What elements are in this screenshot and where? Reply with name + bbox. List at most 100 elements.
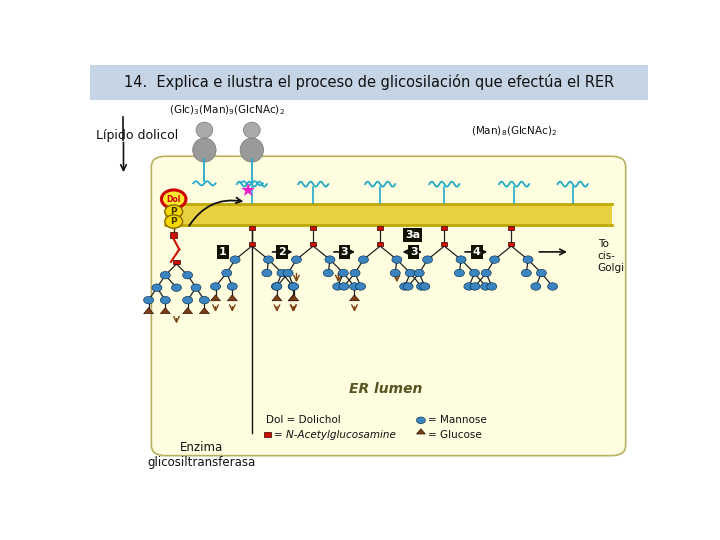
Polygon shape [183,308,193,314]
Circle shape [359,256,369,264]
Circle shape [464,283,474,290]
Circle shape [487,283,497,290]
Circle shape [183,296,193,304]
Circle shape [264,256,274,264]
Circle shape [152,284,162,292]
Circle shape [416,417,426,424]
Circle shape [289,283,299,290]
Bar [170,232,177,238]
Circle shape [292,256,302,264]
Text: Lípido dolicol: Lípido dolicol [96,129,178,142]
Circle shape [480,283,490,290]
Circle shape [349,283,359,290]
Circle shape [531,283,541,290]
Circle shape [521,269,531,277]
Bar [264,433,271,437]
Circle shape [536,269,546,277]
Circle shape [323,269,333,277]
Text: ★: ★ [240,182,256,200]
Circle shape [405,269,415,277]
Text: = Glucose: = Glucose [428,430,482,440]
Ellipse shape [193,138,216,162]
Circle shape [470,283,480,290]
Circle shape [325,256,335,264]
Circle shape [469,269,480,277]
Circle shape [288,283,298,290]
Circle shape [230,256,240,264]
Text: (Man)$_8$(GlcNAc)$_2$: (Man)$_8$(GlcNAc)$_2$ [471,125,557,138]
Polygon shape [272,295,282,301]
FancyBboxPatch shape [90,65,648,100]
FancyBboxPatch shape [151,156,626,456]
Bar [441,226,447,230]
Circle shape [490,256,500,264]
Polygon shape [289,295,299,301]
Text: 4: 4 [473,247,481,257]
Circle shape [183,272,193,279]
Text: 14.  Explica e ilustra el proceso de glicosilación que efectúa el RER: 14. Explica e ilustra el proceso de glic… [124,75,614,90]
Circle shape [161,296,171,304]
Circle shape [143,296,153,304]
Bar [441,241,447,246]
Circle shape [283,269,293,277]
Bar [248,226,255,230]
Circle shape [271,283,282,290]
Polygon shape [288,295,298,301]
Ellipse shape [240,138,264,162]
Text: 2: 2 [278,247,286,257]
Text: ER lumen: ER lumen [349,382,423,396]
Circle shape [481,269,491,277]
Bar [508,241,514,246]
Polygon shape [199,308,210,314]
Circle shape [277,269,287,277]
Circle shape [165,205,183,218]
Bar [174,260,179,264]
Text: = N-Acetylglucosamine: = N-Acetylglucosamine [274,430,396,440]
Circle shape [416,283,426,290]
Text: Enzima
glicosiltransferasa: Enzima glicosiltransferasa [148,441,256,469]
Circle shape [339,283,349,290]
Bar [166,204,612,225]
Circle shape [414,269,424,277]
Polygon shape [228,295,238,301]
Circle shape [161,272,171,279]
Circle shape [228,283,238,290]
Text: 3: 3 [341,247,348,257]
Polygon shape [349,295,359,301]
Circle shape [350,269,360,277]
Text: 3: 3 [410,247,418,257]
Circle shape [333,283,343,290]
Circle shape [165,215,183,228]
Polygon shape [161,308,171,314]
Circle shape [338,269,348,277]
Circle shape [547,283,557,290]
Text: Dol: Dol [166,194,181,204]
Ellipse shape [196,122,213,138]
Bar [310,241,316,246]
Circle shape [262,269,272,277]
Text: Dol = Dolichol: Dol = Dolichol [266,415,341,426]
Text: = Mannose: = Mannose [428,415,486,426]
Bar [248,241,255,246]
Circle shape [403,283,413,290]
Circle shape [161,190,186,208]
Circle shape [420,283,430,290]
Bar [377,226,383,230]
Text: P: P [171,207,177,216]
Circle shape [456,256,466,264]
Bar [310,226,316,230]
Circle shape [171,284,181,292]
Text: 1: 1 [219,247,227,257]
Circle shape [222,269,232,277]
Ellipse shape [243,122,260,138]
Text: (Glc)$_3$(Man)$_9$(GlcNAc)$_2$: (Glc)$_3$(Man)$_9$(GlcNAc)$_2$ [168,104,284,117]
Circle shape [390,269,400,277]
Circle shape [272,283,282,290]
Circle shape [392,256,402,264]
Polygon shape [210,295,220,301]
Text: 3a: 3a [405,230,420,240]
Bar [377,241,383,246]
Bar [508,226,514,230]
Circle shape [400,283,410,290]
Text: P: P [171,217,177,226]
